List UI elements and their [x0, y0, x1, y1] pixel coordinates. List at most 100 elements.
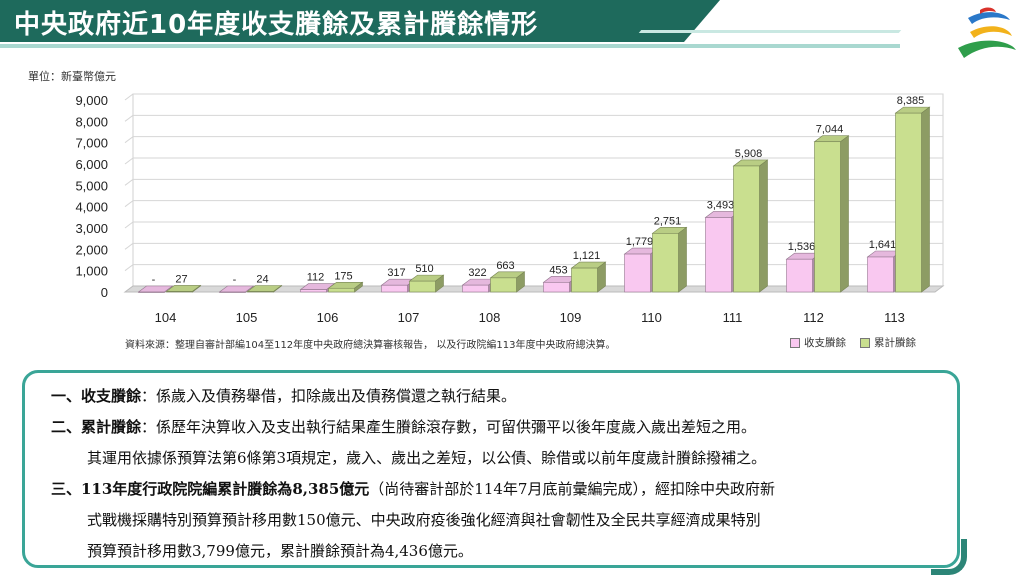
- data-label: 175: [334, 270, 352, 282]
- chart-legend: 收支賸餘 累計賸餘: [790, 335, 916, 350]
- page-title: 中央政府近10年度收支賸餘及累計賸餘情形: [14, 10, 539, 40]
- legend-item-surplus: 收支賸餘: [790, 335, 846, 350]
- note-3-body: （尚待審計部於114年7月底前彙編完成），經扣除中央政府新: [369, 480, 775, 498]
- bar-surplus: [705, 217, 732, 293]
- y-tick-label: 6,000: [75, 157, 108, 172]
- gridline-diagonal: [124, 200, 134, 208]
- source-note: 資料來源：整理自審計部編104至112年度中央政府總決算審核報告， 以及行政院編…: [125, 340, 616, 351]
- bar-cumulative: [652, 233, 679, 293]
- bar-side-surplus: [245, 285, 254, 293]
- legend-swatch-cumulative: [860, 337, 870, 348]
- gridline-diagonal: [124, 93, 134, 101]
- x-tick-label: 113: [884, 310, 905, 325]
- bar-surplus: [624, 253, 651, 293]
- data-label: 3,493: [707, 199, 735, 211]
- title-accent-line: [638, 30, 902, 33]
- bar-cumulative: [895, 112, 922, 293]
- bar-surplus: [381, 284, 408, 293]
- bar-surplus: [867, 256, 894, 293]
- bar-side-cumulative: [921, 106, 930, 293]
- data-label: 663: [496, 260, 514, 272]
- bar-cumulative: [733, 165, 760, 293]
- gridline-diagonal: [124, 221, 134, 229]
- y-tick-label: 4,000: [75, 200, 108, 215]
- bar-cumulative: [571, 267, 598, 293]
- data-label: 7,044: [816, 124, 844, 136]
- gridline-diagonal: [124, 242, 134, 250]
- data-label: 8,385: [897, 95, 925, 107]
- data-label: 24: [256, 273, 268, 285]
- legend-label-cumulative: 累計賸餘: [874, 337, 916, 349]
- gridline-diagonal: [124, 157, 134, 165]
- bar-cumulative: [166, 291, 193, 293]
- x-tick-label: 111: [723, 310, 743, 325]
- title-bar: 中央政府近10年度收支賸餘及累計賸餘情形: [0, 0, 720, 42]
- note-line-6: 預算預計移用數3,799億元，累計賸餘預計為4,436億元。: [87, 542, 473, 560]
- bar-surplus: [786, 258, 813, 293]
- bar-cumulative: [409, 280, 436, 293]
- x-tick-label: 108: [479, 310, 501, 325]
- bar-surplus: [300, 289, 327, 293]
- bar-cumulative: [814, 141, 841, 293]
- data-label: -: [233, 274, 237, 286]
- note-line-5: 式戰機採購特別預算預計移用數150億元、中央政府疫後強化經濟與社會韌性及全民共享…: [87, 511, 761, 529]
- bar-surplus: [219, 291, 246, 293]
- x-tick-label: 112: [803, 310, 824, 325]
- x-tick-label: 105: [236, 310, 258, 325]
- bar-surplus: [138, 291, 165, 293]
- note-line-4: 三、113年度行政院院編累計賸餘為8,385億元（尚待審計部於114年7月底前彙…: [51, 478, 775, 499]
- y-tick-label: 1,000: [75, 264, 108, 279]
- notes-box: 一、收支賸餘：係歲入及債務舉借，扣除歲出及債務償還之執行結果。 二、累計賸餘：係…: [22, 370, 967, 575]
- bar-side-surplus: [164, 285, 173, 293]
- data-label: 1,121: [573, 250, 601, 262]
- data-label: 1,536: [788, 241, 816, 253]
- note-line-3: 其運用依據係預算法第6條第3項規定，歲入、歲出之差短，以公債、賒借或以前年度歲計…: [87, 449, 767, 467]
- data-label: 453: [549, 264, 567, 276]
- legend-swatch-surplus: [790, 337, 800, 348]
- y-tick-label: 3,000: [75, 221, 108, 236]
- y-tick-label: 2,000: [75, 242, 108, 257]
- bar-side-cumulative: [840, 135, 849, 293]
- y-tick-label: 0: [101, 285, 108, 300]
- data-label: 317: [387, 267, 405, 279]
- gridline-diagonal: [124, 136, 134, 144]
- data-label: 5,908: [735, 148, 763, 160]
- bar-cumulative: [328, 287, 355, 293]
- y-tick-label: 5,000: [75, 178, 108, 193]
- legend-item-cumulative: 累計賸餘: [860, 335, 916, 350]
- note-1-heading: 一、收支賸餘: [51, 387, 142, 405]
- note-line-1: 一、收支賸餘：係歲入及債務舉借，扣除歲出及債務償還之執行結果。: [51, 385, 516, 406]
- gridline-diagonal: [124, 264, 134, 272]
- note-2-body: ：係歷年決算收入及支出執行結果產生賸餘滾存數，可留供彌平以後年度歲入歲出差短之用…: [141, 418, 757, 436]
- data-label: 2,751: [654, 215, 682, 227]
- gridline-diagonal: [124, 114, 134, 122]
- gridline-diagonal: [124, 178, 134, 186]
- x-tick-label: 104: [155, 310, 177, 325]
- y-tick-label: 8,000: [75, 114, 108, 129]
- bar-surplus: [462, 284, 489, 293]
- title-underline: [0, 44, 900, 48]
- y-tick-label: 9,000: [75, 93, 108, 108]
- data-label: -: [152, 274, 156, 286]
- note-3-heading: 三、113年度行政院院編累計賸餘為8,385億元: [51, 480, 370, 498]
- unit-label: 單位：新臺幣億元: [28, 70, 116, 83]
- x-tick-label: 107: [398, 310, 420, 325]
- data-label: 1,779: [626, 236, 654, 248]
- data-label: 322: [468, 267, 486, 279]
- legend-label-surplus: 收支賸餘: [804, 337, 846, 349]
- bar-surplus: [543, 282, 570, 293]
- y-tick-label: 7,000: [75, 136, 108, 151]
- bar-side-cumulative: [678, 226, 687, 293]
- data-label: 1,641: [869, 239, 897, 251]
- note-1-body: ：係歲入及債務舉借，扣除歲出及債務償還之執行結果。: [141, 387, 517, 405]
- x-tick-label: 110: [641, 310, 662, 325]
- note-2-heading: 二、累計賸餘: [51, 418, 142, 436]
- x-tick-label: 109: [560, 310, 582, 325]
- x-tick-label: 106: [317, 310, 339, 325]
- data-label: 510: [415, 263, 433, 275]
- bar-chart: 0 1,000 2,000 3,000 4,000 5,000 6,000 7,000 8,00…: [75, 93, 945, 325]
- bar-cumulative: [247, 291, 274, 293]
- bar-side-cumulative: [759, 159, 768, 293]
- logo-icon: [958, 7, 1016, 58]
- data-label: 112: [307, 272, 325, 284]
